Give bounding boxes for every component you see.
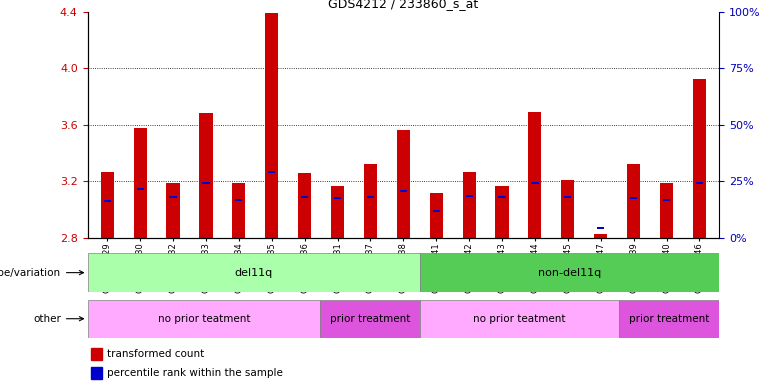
Bar	[531, 182, 539, 184]
Bar	[134, 127, 147, 238]
Bar	[88, 253, 420, 292]
Text: transformed count: transformed count	[107, 349, 205, 359]
Bar	[663, 199, 670, 201]
Bar	[320, 300, 420, 338]
Text: genotype/variation: genotype/variation	[0, 268, 84, 278]
Bar	[432, 210, 440, 212]
Bar	[400, 190, 407, 192]
Bar	[298, 173, 311, 238]
Bar	[91, 348, 103, 359]
Text: no prior teatment: no prior teatment	[158, 314, 250, 324]
Bar	[495, 186, 508, 238]
Bar	[367, 196, 374, 198]
Bar	[463, 172, 476, 238]
Bar	[232, 183, 245, 238]
Text: prior treatment: prior treatment	[629, 314, 709, 324]
Bar	[528, 112, 542, 238]
Bar	[420, 300, 619, 338]
Bar	[420, 253, 719, 292]
Bar	[430, 193, 443, 238]
Bar	[136, 187, 144, 190]
Bar	[630, 197, 637, 199]
Bar	[301, 196, 308, 198]
Bar	[619, 300, 719, 338]
Bar	[561, 180, 575, 238]
Bar	[202, 182, 209, 184]
Bar	[498, 196, 505, 198]
Bar	[396, 131, 410, 238]
Text: no prior teatment: no prior teatment	[473, 314, 566, 324]
Text: other: other	[33, 314, 84, 324]
Bar	[334, 197, 341, 199]
Bar	[91, 367, 103, 379]
Bar	[167, 183, 180, 238]
Bar	[265, 13, 279, 238]
Bar	[268, 170, 275, 172]
Text: prior treatment: prior treatment	[330, 314, 410, 324]
Bar	[170, 196, 177, 198]
Title: GDS4212 / 233860_s_at: GDS4212 / 233860_s_at	[328, 0, 479, 10]
Bar	[696, 182, 703, 184]
Bar	[331, 186, 344, 238]
Bar	[103, 200, 111, 202]
Bar	[660, 183, 673, 238]
Bar	[235, 199, 243, 201]
Bar	[100, 172, 114, 238]
Bar	[627, 164, 640, 238]
Bar	[199, 114, 212, 238]
Bar	[693, 79, 706, 238]
Bar	[597, 227, 604, 229]
Bar	[594, 234, 607, 238]
Bar	[364, 164, 377, 238]
Text: non-del11q: non-del11q	[538, 268, 601, 278]
Bar	[466, 195, 473, 197]
Bar	[88, 300, 320, 338]
Bar	[564, 196, 572, 198]
Text: del11q: del11q	[234, 268, 273, 278]
Text: percentile rank within the sample: percentile rank within the sample	[107, 368, 283, 378]
